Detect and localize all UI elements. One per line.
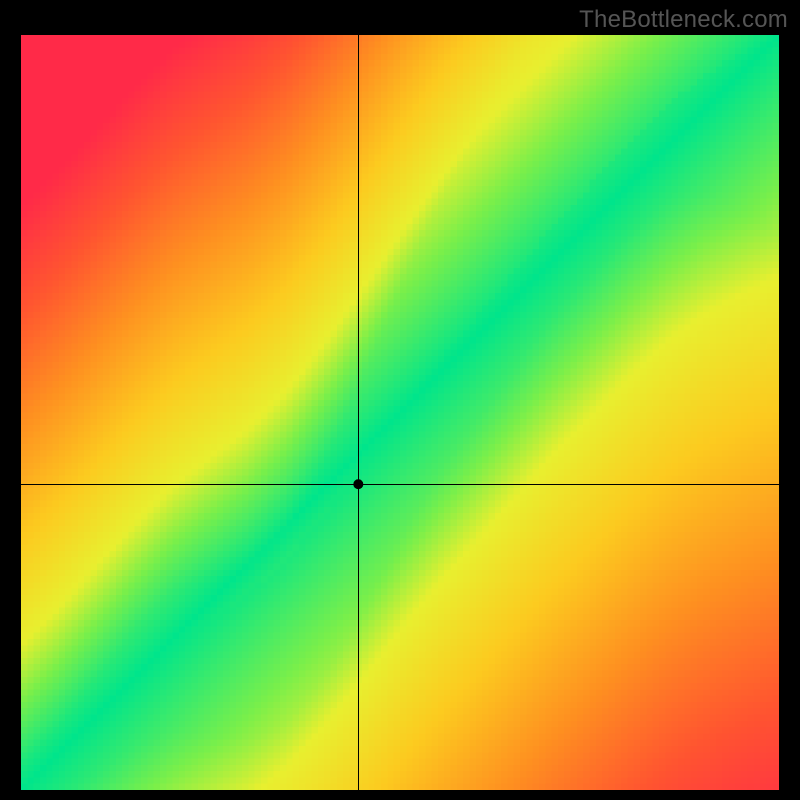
chart-container: TheBottleneck.com: [0, 0, 800, 800]
crosshair-vertical: [358, 35, 359, 790]
heatmap-plot: [21, 35, 779, 790]
crosshair-horizontal: [21, 484, 779, 485]
watermark-text: TheBottleneck.com: [579, 6, 788, 34]
marker-dot: [21, 35, 779, 790]
